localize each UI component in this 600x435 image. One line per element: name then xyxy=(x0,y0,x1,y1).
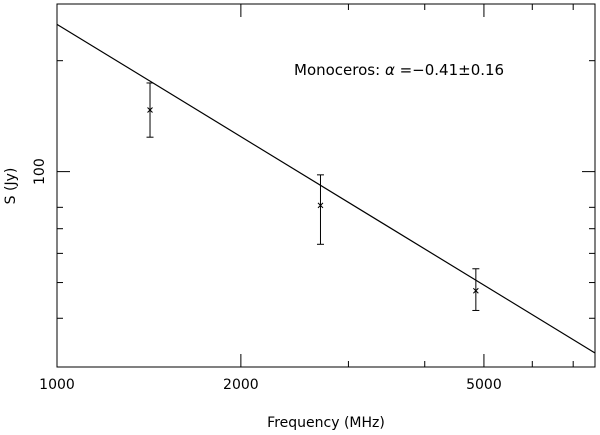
axis-ticks xyxy=(56,4,595,367)
annotation-value: =−0.41±0.16 xyxy=(395,61,504,79)
y-axis-label: S (Jy) xyxy=(3,168,19,205)
annotation-prefix: Monoceros: xyxy=(294,61,385,79)
data-point xyxy=(472,268,480,311)
point-marker xyxy=(317,202,324,209)
data-point xyxy=(146,82,154,138)
x-axis-label: Frequency (MHz) xyxy=(267,415,385,431)
plot-frame xyxy=(56,3,596,368)
axis-tick-labels: 1000 2000 5000 100 xyxy=(32,158,502,393)
point-marker xyxy=(147,107,153,113)
data-point xyxy=(316,174,324,245)
data-points xyxy=(146,82,480,311)
x-tick-label: 1000 xyxy=(39,377,75,393)
fit-annotation: Monoceros: α =−0.41±0.16 xyxy=(294,61,504,79)
y-tick-label: 100 xyxy=(32,158,48,185)
fit-line-group xyxy=(56,23,596,354)
point-marker xyxy=(472,287,479,294)
x-tick-label: 5000 xyxy=(466,377,502,393)
alpha-symbol: α xyxy=(385,61,395,79)
fit-line xyxy=(56,23,596,354)
x-tick-label: 2000 xyxy=(223,377,259,393)
